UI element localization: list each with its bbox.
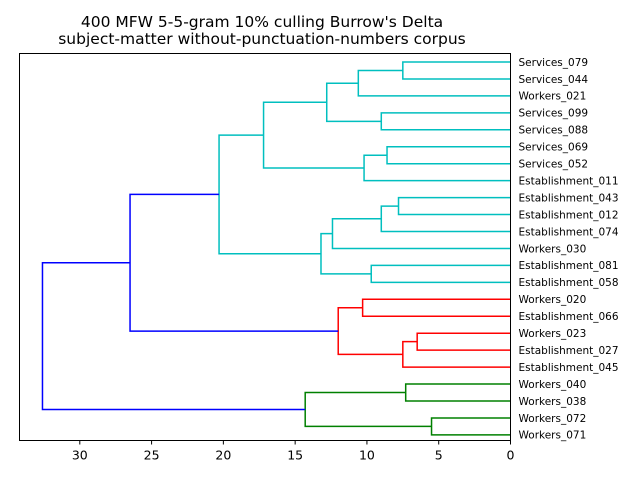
dendrogram-link xyxy=(337,307,403,356)
dendrogram-link xyxy=(41,262,306,411)
x-tick-label: 5 xyxy=(435,448,443,463)
leaf-label: Establishment_027 xyxy=(519,345,619,357)
leaf-label: Services_044 xyxy=(519,74,589,86)
leaf-label: Services_088 xyxy=(519,125,589,137)
leaf-label: Establishment_081 xyxy=(519,260,619,272)
leaf-label: Workers_030 xyxy=(519,243,587,255)
dendrogram-link xyxy=(416,332,511,351)
dendrogram-link xyxy=(397,196,511,216)
leaf-label: Workers_072 xyxy=(519,413,587,425)
dendrogram-link xyxy=(402,61,511,80)
chart-subtitle: subject-matter without-punctuation-numbe… xyxy=(58,30,466,48)
dendrogram-link xyxy=(363,154,511,182)
leaf-label: Workers_071 xyxy=(519,430,587,442)
leaf-label: Establishment_012 xyxy=(519,209,619,221)
x-tick-label: 20 xyxy=(215,448,231,463)
dendrogram-link xyxy=(129,193,339,332)
dendrogram-link xyxy=(304,391,432,428)
leaf-labels: Services_079 Services_044 Workers_021 Servi… xyxy=(519,57,619,442)
leaf-label: Workers_040 xyxy=(519,379,587,391)
dendrogram-link xyxy=(331,218,511,250)
x-tick-label: 25 xyxy=(144,448,160,463)
dendrogram-link xyxy=(262,101,365,169)
leaf-label: Establishment_011 xyxy=(519,175,619,187)
leaf-label: Workers_038 xyxy=(519,396,587,408)
x-tick-label: 0 xyxy=(507,448,515,463)
leaf-label: Workers_023 xyxy=(519,328,587,340)
leaf-label: Establishment_043 xyxy=(519,192,619,204)
dendrogram-link xyxy=(386,146,511,165)
dendrogram-link xyxy=(370,264,511,284)
leaf-label: Workers_020 xyxy=(519,294,587,306)
leaf-label: Workers_021 xyxy=(519,91,587,103)
dendrogram-link xyxy=(361,298,511,317)
leaf-label: Services_099 xyxy=(519,108,589,120)
x-tick-label: 15 xyxy=(287,448,303,463)
dendrogram-link xyxy=(380,112,511,131)
dendrogram-links xyxy=(41,61,511,436)
leaf-label: Establishment_074 xyxy=(519,226,619,238)
leaf-label: Establishment_058 xyxy=(519,277,619,289)
dendrogram-link xyxy=(357,69,511,97)
leaf-label: Services_079 xyxy=(519,57,589,69)
leaf-label: Establishment_045 xyxy=(519,362,619,374)
x-tick-label: 30 xyxy=(72,448,88,463)
dendrogram-link xyxy=(380,205,511,233)
dendrogram-link xyxy=(404,383,511,402)
chart-title: 400 MFW 5-5-gram 10% culling Burrow's De… xyxy=(81,13,443,31)
dendrogram-link xyxy=(320,232,372,275)
dendrogram-link xyxy=(325,82,382,123)
x-tick-label: 10 xyxy=(359,448,375,463)
dendrogram-link xyxy=(430,417,511,436)
dendrogram-link xyxy=(402,340,511,368)
x-axis-ticks: 30 25 20 15 10 5 0 xyxy=(72,440,515,463)
leaf-label: Services_052 xyxy=(519,159,589,171)
plot-frame xyxy=(19,53,511,441)
leaf-label: Services_069 xyxy=(519,142,589,154)
dendrogram-link xyxy=(218,134,321,255)
leaf-label: Establishment_066 xyxy=(519,311,619,323)
